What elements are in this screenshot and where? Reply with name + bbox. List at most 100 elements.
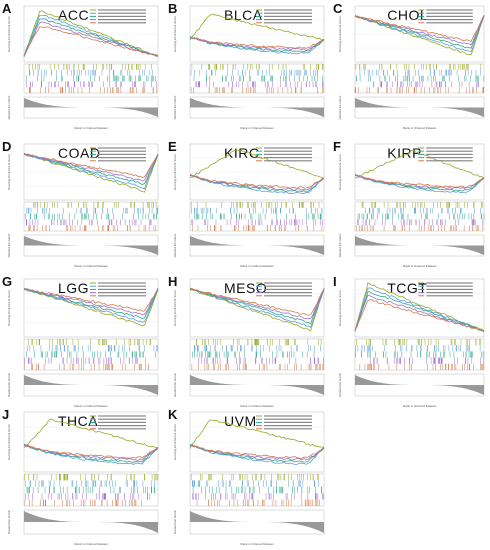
enrichment-curve <box>189 444 325 463</box>
legend-text-line <box>426 22 473 24</box>
hits-frame <box>23 473 159 507</box>
legend-text-line <box>264 157 312 159</box>
legend-text-line <box>264 147 312 149</box>
y-axis-label: Running Enrichment Score <box>7 424 11 460</box>
y-axis-label: Running Enrichment Score <box>7 154 11 190</box>
panel-e: E KIRC Running Enrichment Score Ranked list… <box>168 140 328 270</box>
legend-text-line <box>264 153 312 155</box>
legend-text-line <box>426 292 473 294</box>
legend-text-line <box>426 282 473 284</box>
y-axis-metric-label: Ranked list metric <box>338 95 342 119</box>
y-axis-metric-label: Ranked list metric <box>7 95 11 119</box>
enrichment-curve <box>354 299 485 332</box>
enrichment-curve <box>189 174 325 189</box>
panel-letter: J <box>2 407 10 422</box>
legend-text-line <box>264 9 312 11</box>
panel-k: K UVM Running Enrichment Score Ranked list … <box>168 408 328 548</box>
legend-text-line <box>98 22 146 24</box>
y-axis-metric-label: Ranked list metric <box>7 233 11 257</box>
y-axis-label: Running Enrichment Score <box>173 154 177 190</box>
panel-title: KIRC <box>224 145 260 161</box>
panel-title: TCGT <box>387 280 428 296</box>
panel-title: KIRP <box>387 145 422 161</box>
ranked-metric-area <box>355 236 484 255</box>
legend-text-line <box>264 22 312 24</box>
enrichment-curve <box>23 288 159 327</box>
gsea-plot: Running Enrichment Score Ranked list metr… <box>173 278 325 408</box>
panel-d: D COAD Running Enrichment Score Ranked list… <box>2 140 162 270</box>
x-axis-label: Rank in Ordered Dataset <box>240 264 273 268</box>
gsea-plot: Running Enrichment Score Ranked list metr… <box>7 5 159 130</box>
enrichment-curve <box>189 13 325 41</box>
x-axis-label: Rank in Ordered Dataset <box>403 264 436 268</box>
enrichment-curve <box>23 288 159 320</box>
legend-text-line <box>426 160 473 162</box>
panel-letter: C <box>333 1 343 16</box>
legend-text-line <box>98 157 146 159</box>
legend-text-line <box>426 15 473 17</box>
enrichment-curve <box>354 15 485 46</box>
legend-text-line <box>264 292 312 294</box>
legend-text-line <box>98 425 146 427</box>
x-axis-label: Rank in Ordered Dataset <box>74 404 107 408</box>
ranked-metric-area <box>190 98 324 117</box>
panel-letter: F <box>333 139 341 154</box>
panel-letter: H <box>168 274 178 289</box>
ranked-metric-area <box>190 236 324 255</box>
y-axis-label: Running Enrichment Score <box>173 290 177 326</box>
enrichment-curve <box>354 175 485 194</box>
ranked-metric-area <box>24 375 158 395</box>
enrichment-curve <box>189 37 325 49</box>
enrichment-curve <box>23 444 159 461</box>
panel-f: F KIRP Running Enrichment Score Ranked list… <box>333 140 488 270</box>
y-axis-metric-label: Ranked list metric <box>173 233 177 257</box>
legend-text-line <box>426 150 473 152</box>
panel-a: A ACC Running Enrichment Score Ranked list … <box>2 2 162 132</box>
legend-text-line <box>426 295 473 297</box>
ranked-metric-area <box>355 98 484 117</box>
legend-text-line <box>98 285 146 287</box>
y-axis-metric-label: Ranked list metric <box>173 373 177 397</box>
legend-text-line <box>98 150 146 152</box>
legend-text-line <box>98 292 146 294</box>
panel-title: THCA <box>58 413 99 429</box>
y-axis-label: Running Enrichment Score <box>7 16 11 52</box>
gsea-plot: Running Enrichment Score Ranked list metr… <box>338 278 485 408</box>
enrichment-curve <box>354 174 485 188</box>
ranked-metric-area <box>24 511 158 533</box>
panel-letter: G <box>2 274 13 289</box>
legend-text-line <box>264 15 312 17</box>
legend-text-line <box>426 153 473 155</box>
y-axis-metric-label: Ranked list metric <box>7 373 11 397</box>
legend-text-line <box>264 425 312 427</box>
legend-text-line <box>98 12 146 14</box>
legend-text-line <box>98 147 146 149</box>
enrichment-curve <box>23 418 159 449</box>
legend-text-line <box>98 421 146 423</box>
x-axis-label: Rank in Ordered Dataset <box>403 404 436 408</box>
y-axis-label: Running Enrichment Score <box>338 16 342 52</box>
ranked-metric-area <box>190 511 324 533</box>
enrichment-curve <box>23 26 159 57</box>
gsea-plot: Running Enrichment Score Ranked list metr… <box>7 278 159 408</box>
panel-title: COAD <box>58 145 101 161</box>
ranked-metric-area <box>24 98 158 117</box>
enrichment-curve <box>23 152 159 193</box>
panel-title: CHOL <box>387 7 429 23</box>
legend-text-line <box>264 421 312 423</box>
gsea-plot: Running Enrichment Score Ranked list metr… <box>338 143 485 268</box>
enrichment-curve <box>354 15 485 43</box>
y-axis-metric-label: Ranked list metric <box>338 373 342 397</box>
enrichment-curve <box>23 443 159 463</box>
legend-text-line <box>426 157 473 159</box>
y-axis-metric-label: Ranked list metric <box>173 510 177 534</box>
y-axis-label: Running Enrichment Score <box>7 290 11 326</box>
legend-text-line <box>98 19 146 21</box>
gsea-plot: Running Enrichment Score Ranked list metr… <box>173 143 325 268</box>
ranked-metric-area <box>24 236 158 255</box>
y-axis-metric-label: Ranked list metric <box>173 95 177 119</box>
enrichment-curve <box>23 21 159 57</box>
y-axis-metric-label: Ranked list metric <box>7 510 11 534</box>
legend-text-line <box>264 19 312 21</box>
panel-title: ACC <box>58 7 90 23</box>
